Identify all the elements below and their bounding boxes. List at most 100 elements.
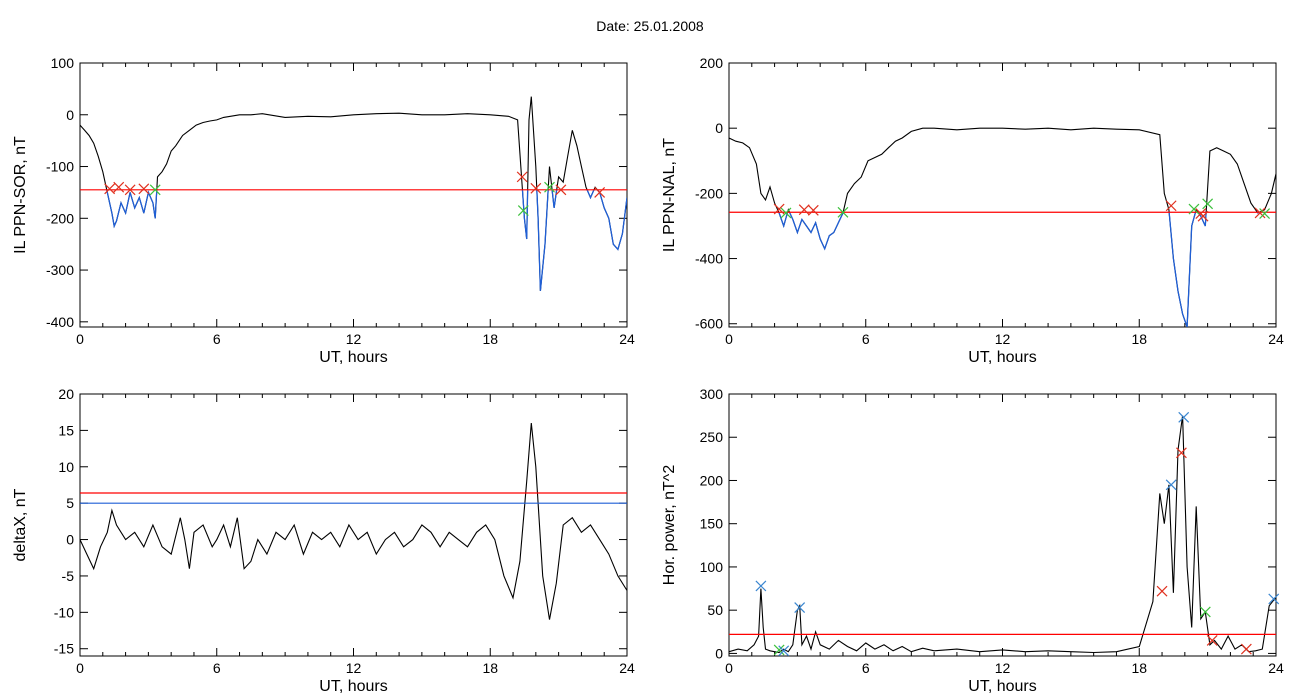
event-marker	[113, 181, 125, 193]
event-marker	[1206, 635, 1218, 646]
y-tick-label: -200	[46, 210, 74, 226]
x-tick-label: 24	[619, 660, 635, 676]
event-marker	[517, 205, 529, 216]
x-tick-label: 0	[76, 331, 84, 347]
x-tick-label: 18	[1131, 660, 1147, 676]
event-marker	[794, 602, 806, 614]
event-marker	[1188, 203, 1200, 215]
event-marker	[1165, 479, 1177, 491]
event-marker	[516, 171, 528, 183]
event-marker	[1178, 411, 1190, 423]
event-marker	[1199, 606, 1211, 618]
y-tick-label: -200	[695, 185, 723, 201]
x-tick-label: 6	[213, 660, 221, 676]
event-marker	[594, 186, 606, 198]
event-marker	[1197, 210, 1209, 222]
y-tick-label: 0	[715, 645, 723, 661]
y-tick-label: 100	[700, 559, 724, 575]
y-tick-label: 20	[58, 386, 74, 402]
plot-frame	[728, 393, 1277, 657]
x-tick-label: 18	[1131, 331, 1147, 347]
x-tick-label: 12	[346, 660, 362, 676]
y-axis-label: IL PPN-NAL, nT	[661, 138, 678, 252]
y-tick-label: 0	[715, 120, 723, 136]
x-axis-label: UT, hours	[968, 678, 1036, 695]
plot-frame	[79, 62, 628, 328]
x-tick-label: 18	[482, 660, 498, 676]
y-axis-label: deltaX, nT	[12, 488, 29, 561]
data-series-line	[80, 423, 627, 620]
x-tick-label: 24	[1268, 660, 1284, 676]
y-tick-label: 0	[66, 107, 74, 123]
x-tick-label: 24	[1268, 331, 1284, 347]
x-axis-label: UT, hours	[319, 349, 387, 366]
x-axis-label: UT, hours	[968, 349, 1036, 366]
chart-panel-2: 0 6 12 18 24 200 0 -200 -400 -600 UT, hours IL PPN-…	[661, 55, 1284, 366]
y-tick-label: 200	[700, 55, 724, 71]
x-tick-label: 0	[725, 660, 733, 676]
event-marker	[555, 184, 567, 196]
data-series-line	[729, 415, 1276, 654]
event-marker	[1254, 207, 1266, 219]
y-tick-label: -600	[695, 316, 723, 332]
x-tick-label: 0	[76, 660, 84, 676]
event-marker	[149, 184, 161, 196]
event-marker	[1165, 200, 1177, 212]
event-marker	[544, 181, 555, 193]
y-tick-label: -400	[695, 251, 723, 267]
event-marker	[837, 206, 849, 218]
y-tick-label: 5	[66, 495, 74, 511]
event-marker	[104, 183, 116, 195]
below-threshold-series-line	[106, 189, 627, 291]
event-marker	[1268, 593, 1280, 605]
chart-panel-1: 0 6 12 18 24 100 0 -100 -200 -300 -400 UT, hours IL …	[12, 55, 635, 366]
event-marker	[1156, 585, 1168, 597]
y-tick-label: 50	[707, 602, 723, 618]
x-tick-label: 6	[862, 331, 870, 347]
x-tick-label: 18	[482, 331, 498, 347]
y-tick-label: 300	[700, 386, 724, 402]
event-marker	[755, 580, 767, 592]
y-tick-label: 10	[58, 459, 74, 475]
y-tick-label: -10	[54, 604, 74, 620]
y-tick-label: -15	[54, 641, 74, 657]
y-tick-label: -100	[46, 159, 74, 175]
x-tick-label: 12	[346, 331, 362, 347]
y-tick-label: -400	[46, 314, 74, 330]
y-tick-label: -5	[62, 568, 75, 584]
event-marker	[124, 184, 136, 196]
data-series-line	[80, 96, 627, 291]
y-tick-label: 15	[58, 422, 74, 438]
event-marker	[773, 644, 785, 656]
event-marker	[807, 204, 819, 216]
y-tick-label: 150	[700, 516, 724, 532]
event-marker	[1175, 447, 1187, 459]
event-marker	[138, 183, 150, 195]
event-marker	[798, 204, 810, 216]
event-marker	[773, 203, 785, 215]
data-series-line	[729, 127, 1276, 327]
event-marker	[1202, 198, 1214, 210]
y-tick-label: 200	[700, 472, 724, 488]
plot-frame	[79, 393, 628, 657]
y-axis-label: IL PPN-SOR, nT	[12, 136, 29, 254]
event-marker	[1240, 643, 1252, 655]
x-tick-label: 12	[995, 331, 1011, 347]
below-threshold-series-line	[778, 212, 1261, 328]
y-tick-label: 0	[66, 532, 74, 548]
y-tick-label: 100	[51, 55, 75, 71]
x-axis-label: UT, hours	[319, 678, 387, 695]
x-tick-label: 6	[862, 660, 870, 676]
x-tick-label: 12	[995, 660, 1011, 676]
y-tick-label: 250	[700, 429, 724, 445]
event-marker	[778, 645, 790, 657]
chart-panel-4: 0 6 12 18 24 300 250 200 150 100 50 0 UT, hours Hor. …	[661, 386, 1284, 695]
y-axis-label: Hor. power, nT^2	[661, 465, 678, 586]
y-tick-label: -300	[46, 262, 74, 278]
event-marker	[780, 207, 792, 219]
plot-frame	[728, 62, 1277, 328]
x-tick-label: 0	[725, 331, 733, 347]
chart-panel-3: 0 6 12 18 24 20 15 10 5 0 -5 -10 -15 UT, hours deltaX,…	[12, 386, 635, 695]
event-marker	[530, 182, 542, 194]
